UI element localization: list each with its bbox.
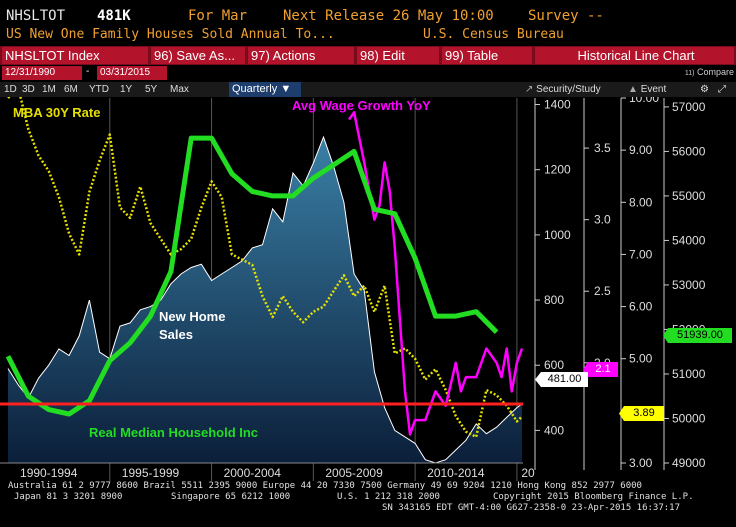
x-tick-label: 20 bbox=[521, 466, 535, 480]
mba-tick-label: 7.00 bbox=[629, 247, 653, 261]
x-tick-label: 1990-1994 bbox=[20, 466, 78, 480]
mba-tick-label: 8.00 bbox=[629, 195, 653, 209]
home-sales-label-1: New Home bbox=[159, 309, 226, 324]
end-date-input[interactable]: 03/31/2015 bbox=[97, 66, 167, 80]
data-source: U.S. Census Bureau bbox=[423, 27, 564, 42]
sales-tick-label: 1400 bbox=[544, 98, 571, 112]
menu-bar: NHSLTOT Index 96) Save As... 97) Actions… bbox=[0, 46, 736, 65]
dropdown-arrow-icon: ▼ bbox=[280, 83, 292, 95]
income-tag-arrow bbox=[663, 328, 668, 343]
income-tick-label: 50000 bbox=[672, 411, 706, 425]
range-button-1y[interactable]: 1Y bbox=[120, 84, 133, 95]
x-tick-label: 2005-2009 bbox=[325, 466, 383, 480]
mba-rate-line bbox=[7, 97, 523, 439]
income-tick-label: 56000 bbox=[672, 144, 706, 158]
date-separator: - bbox=[86, 66, 90, 77]
pencil-icon: ↗ bbox=[525, 84, 534, 95]
table-button[interactable]: 99) Table bbox=[442, 47, 532, 64]
edit-button[interactable]: 98) Edit bbox=[357, 47, 439, 64]
compare-label: Compare bbox=[696, 67, 734, 77]
chart-type-button[interactable]: Historical Line Chart bbox=[535, 47, 734, 64]
wage-growth-line bbox=[347, 111, 524, 436]
sales-tick-label: 400 bbox=[544, 423, 564, 437]
mba-tick-label: 9.00 bbox=[629, 143, 653, 157]
frequency-select[interactable]: Quarterly ▼ bbox=[229, 82, 301, 97]
income-line bbox=[5, 135, 499, 417]
mba-tick-label: 5.00 bbox=[629, 352, 653, 366]
mba-tick-label: 6.00 bbox=[629, 300, 653, 314]
range-button-max[interactable]: Max bbox=[170, 84, 189, 95]
frequency-value: Quarterly bbox=[232, 83, 278, 95]
home-sales-label-2: Sales bbox=[159, 327, 193, 342]
event-icon: ▲ bbox=[628, 84, 638, 95]
x-tick-label: 2000-2004 bbox=[224, 466, 282, 480]
expand-button[interactable]: ⤢ bbox=[718, 83, 726, 96]
footer-line-2b: Singapore 65 6212 1000 bbox=[171, 492, 291, 502]
x-tick-label: 1995-1999 bbox=[122, 466, 180, 480]
income-tick-label: 57000 bbox=[672, 100, 706, 114]
sales-tag-arrow bbox=[535, 372, 541, 387]
wage-tick-label: 3.0 bbox=[594, 213, 611, 227]
sales-last-tag: 481.00 bbox=[541, 372, 588, 387]
period-label: For Mar bbox=[188, 8, 248, 24]
mba-last-tag: 3.89 bbox=[624, 406, 664, 421]
last-value: 481K bbox=[97, 8, 131, 24]
home-sales-line bbox=[7, 135, 523, 464]
income-tick-label: 49000 bbox=[672, 456, 706, 470]
save-as-button[interactable]: 96) Save As... bbox=[151, 47, 245, 64]
footer-line-2d: Copyright 2015 Bloomberg Finance L.P. bbox=[493, 492, 694, 502]
wage-tick-label: 2.5 bbox=[594, 284, 611, 298]
sales-tick-label: 1000 bbox=[544, 228, 571, 242]
wage-growth-label: Avg Wage Growth YoY bbox=[292, 98, 431, 113]
description: US New One Family Houses Sold Annual To.… bbox=[6, 27, 335, 42]
date-range-bar: 12/31/1990 - 03/31/2015 bbox=[0, 66, 736, 81]
income-tick-label: 54000 bbox=[672, 233, 706, 247]
gear-icon: ⚙ bbox=[700, 84, 709, 95]
wage-last-tag: 2.1 bbox=[588, 362, 618, 377]
range-button-3d[interactable]: 3D bbox=[22, 84, 35, 95]
security-study-button[interactable]: ↗ Security/Study bbox=[525, 83, 601, 96]
security-study-label: Security/Study bbox=[536, 84, 601, 95]
x-tick-label: 2010-2014 bbox=[427, 466, 485, 480]
mba-rate-label: MBA 30Y Rate bbox=[13, 105, 101, 120]
range-bar: 1D 3D 1M 6M YTD 1Y 5Y Max Quarterly ▼ ↗ Securit… bbox=[0, 82, 736, 97]
start-date-input[interactable]: 12/31/1990 bbox=[2, 66, 82, 80]
income-label: Real Median Household Inc bbox=[89, 425, 259, 440]
mba-tick-label: 10.00 bbox=[629, 97, 659, 105]
wage-tick-label: 3.5 bbox=[594, 141, 611, 155]
range-button-ytd[interactable]: YTD bbox=[89, 84, 109, 95]
settings-button[interactable]: ⚙ bbox=[700, 83, 709, 96]
range-button-6m[interactable]: 6M bbox=[64, 84, 78, 95]
compare-button[interactable]: 11) Compare bbox=[685, 67, 734, 77]
footer-line-1: Australia 61 2 9777 8600 Brazil 5511 239… bbox=[8, 481, 642, 491]
sales-tick-label: 800 bbox=[544, 293, 564, 307]
range-button-1m[interactable]: 1M bbox=[42, 84, 56, 95]
income-last-tag: 51939.00 bbox=[668, 328, 732, 343]
range-button-1d[interactable]: 1D bbox=[4, 84, 17, 95]
income-tick-label: 53000 bbox=[672, 278, 706, 292]
actions-button[interactable]: 97) Actions bbox=[248, 47, 354, 64]
footer-line-3: SN 343165 EDT GMT-4:00 G627-2358-0 23-Ap… bbox=[382, 503, 681, 513]
compare-icon: 11) bbox=[684, 70, 695, 77]
sales-tick-label: 1200 bbox=[544, 163, 571, 177]
mba-tick-label: 3.00 bbox=[629, 456, 653, 470]
income-tick-label: 55000 bbox=[672, 189, 706, 203]
index-field[interactable]: NHSLTOT Index bbox=[2, 47, 148, 64]
survey-label: Survey -- bbox=[528, 8, 604, 24]
range-button-5y[interactable]: 5Y bbox=[145, 84, 158, 95]
event-button[interactable]: ▲ Event bbox=[628, 83, 666, 96]
next-release: Next Release 26 May 10:00 bbox=[283, 8, 494, 24]
footer-line-2a: Japan 81 3 3201 8900 bbox=[14, 492, 123, 502]
sales-tick-label: 600 bbox=[544, 358, 564, 372]
event-label: Event bbox=[640, 84, 667, 95]
income-tick-label: 51000 bbox=[672, 367, 706, 381]
mba-tag-arrow bbox=[619, 406, 624, 421]
chart-area: 1990-1994 1995-1999 2000-2004 2005-2009 2010… bbox=[0, 97, 736, 481]
footer-line-2c: U.S. 1 212 318 2000 bbox=[337, 492, 440, 502]
expand-icon: ⤢ bbox=[718, 84, 726, 95]
ticker: NHSLTOT bbox=[6, 8, 66, 24]
